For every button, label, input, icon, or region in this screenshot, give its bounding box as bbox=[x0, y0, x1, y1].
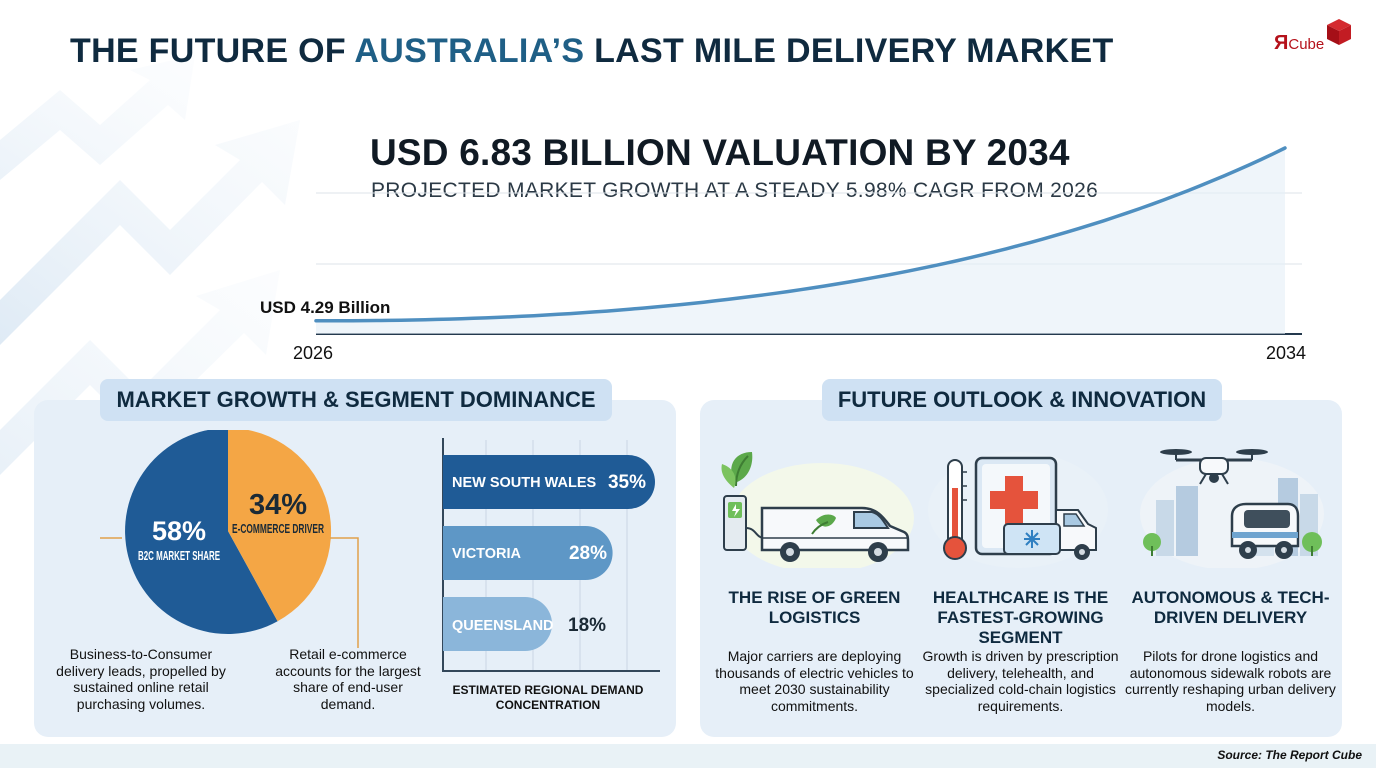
brand-logo: ЯCube bbox=[1268, 18, 1360, 58]
pie-label-b2c: B2C MARKET SHARE bbox=[138, 548, 220, 563]
bar-value-new-south-wales: 35% bbox=[608, 472, 646, 493]
pie-value-b2c: 58% bbox=[152, 516, 206, 546]
healthcare-description: Growth is driven by prescription deliver… bbox=[922, 648, 1119, 714]
page-title: THE FUTURE OF AUSTRALIA’S LAST MILE DELI… bbox=[70, 32, 1114, 71]
b2c-description: Business-to-Consumer delivery leads, pro… bbox=[56, 646, 226, 712]
green-logistics-title: THE RISE OF GREEN LOGISTICS bbox=[728, 588, 901, 627]
leader-line-b2c bbox=[100, 537, 122, 539]
brand-name: Cube bbox=[1288, 36, 1325, 53]
title-part-1: THE FUTURE OF bbox=[70, 32, 355, 70]
market-growth-tag: MARKET GROWTH & SEGMENT DOMINANCE bbox=[100, 379, 612, 421]
growth-series-line bbox=[314, 146, 1287, 323]
start-value-label: USD 4.29 Billion bbox=[260, 298, 390, 317]
green-logistics-description: Major carriers are deploying thousands o… bbox=[715, 648, 914, 714]
pie-value-ecommerce: 34% bbox=[249, 489, 307, 521]
electric-van-icon bbox=[721, 452, 914, 568]
bar-queensland bbox=[443, 597, 553, 651]
segment-pie-chart: 58% B2C MARKET SHARE 34% E-COMMERCE DRIV… bbox=[100, 430, 359, 648]
chart-subtitle: PROJECTED MARKET GROWTH AT A STEADY 5.98… bbox=[371, 179, 1099, 202]
ecommerce-description: Retail e-commerce accounts for the large… bbox=[275, 646, 421, 712]
chart-title: USD 6.83 BILLION VALUATION BY 2034 bbox=[370, 132, 1070, 173]
regional-demand-bar-chart: NEW SOUTH WALES 35% VICTORIA 28% QUEENSL… bbox=[442, 438, 660, 672]
bar-label-queensland: QUEENSLAND bbox=[452, 618, 554, 634]
pie-slice-ecommerce bbox=[228, 430, 332, 622]
medical-delivery-icon bbox=[928, 452, 1108, 568]
cube-icon bbox=[1327, 19, 1351, 45]
bar-victoria bbox=[443, 526, 613, 580]
bar-new-south-wales bbox=[443, 455, 655, 509]
bar-value-victoria: 28% bbox=[569, 543, 607, 564]
x-tick-label-start: 2026 bbox=[293, 343, 333, 363]
brand-wordmark: ЯCube bbox=[1274, 32, 1324, 55]
footer-bar bbox=[0, 744, 1376, 768]
bar-value-queensland: 18% bbox=[568, 615, 606, 636]
bar-label-victoria: VICTORIA bbox=[452, 546, 522, 562]
pie-label-ecommerce: E-COMMERCE DRIVER bbox=[232, 521, 324, 536]
bar-label-new-south-wales: NEW SOUTH WALES bbox=[452, 475, 597, 491]
leader-line-ecommerce bbox=[330, 537, 359, 648]
x-tick-label-end: 2034 bbox=[1266, 343, 1306, 363]
source-credit: Source: The Report Cube bbox=[1217, 748, 1362, 762]
drone-robot-icon bbox=[1140, 449, 1324, 568]
autonomous-description: Pilots for drone logistics and autonomou… bbox=[1125, 648, 1336, 714]
growth-line-chart: USD 4.29 Billion 2026 2034 bbox=[260, 146, 1306, 363]
growth-area-fill bbox=[316, 148, 1285, 334]
healthcare-title: HEALTHCARE IS THE FASTEST-GROWING SEGMEN… bbox=[932, 588, 1109, 647]
title-part-2: LAST MILE DELIVERY MARKET bbox=[584, 32, 1114, 70]
title-accent: AUSTRALIA’S bbox=[354, 32, 585, 70]
brand-glyph: Я bbox=[1274, 32, 1289, 54]
pie-slice-b2c bbox=[125, 430, 278, 634]
future-outlook-tag: FUTURE OUTLOOK & INNOVATION bbox=[822, 379, 1222, 421]
autonomous-title: AUTONOMOUS & TECH-DRIVEN DELIVERY bbox=[1131, 588, 1330, 627]
regional-demand-caption: ESTIMATED REGIONAL DEMAND CONCENTRATION bbox=[452, 683, 644, 712]
